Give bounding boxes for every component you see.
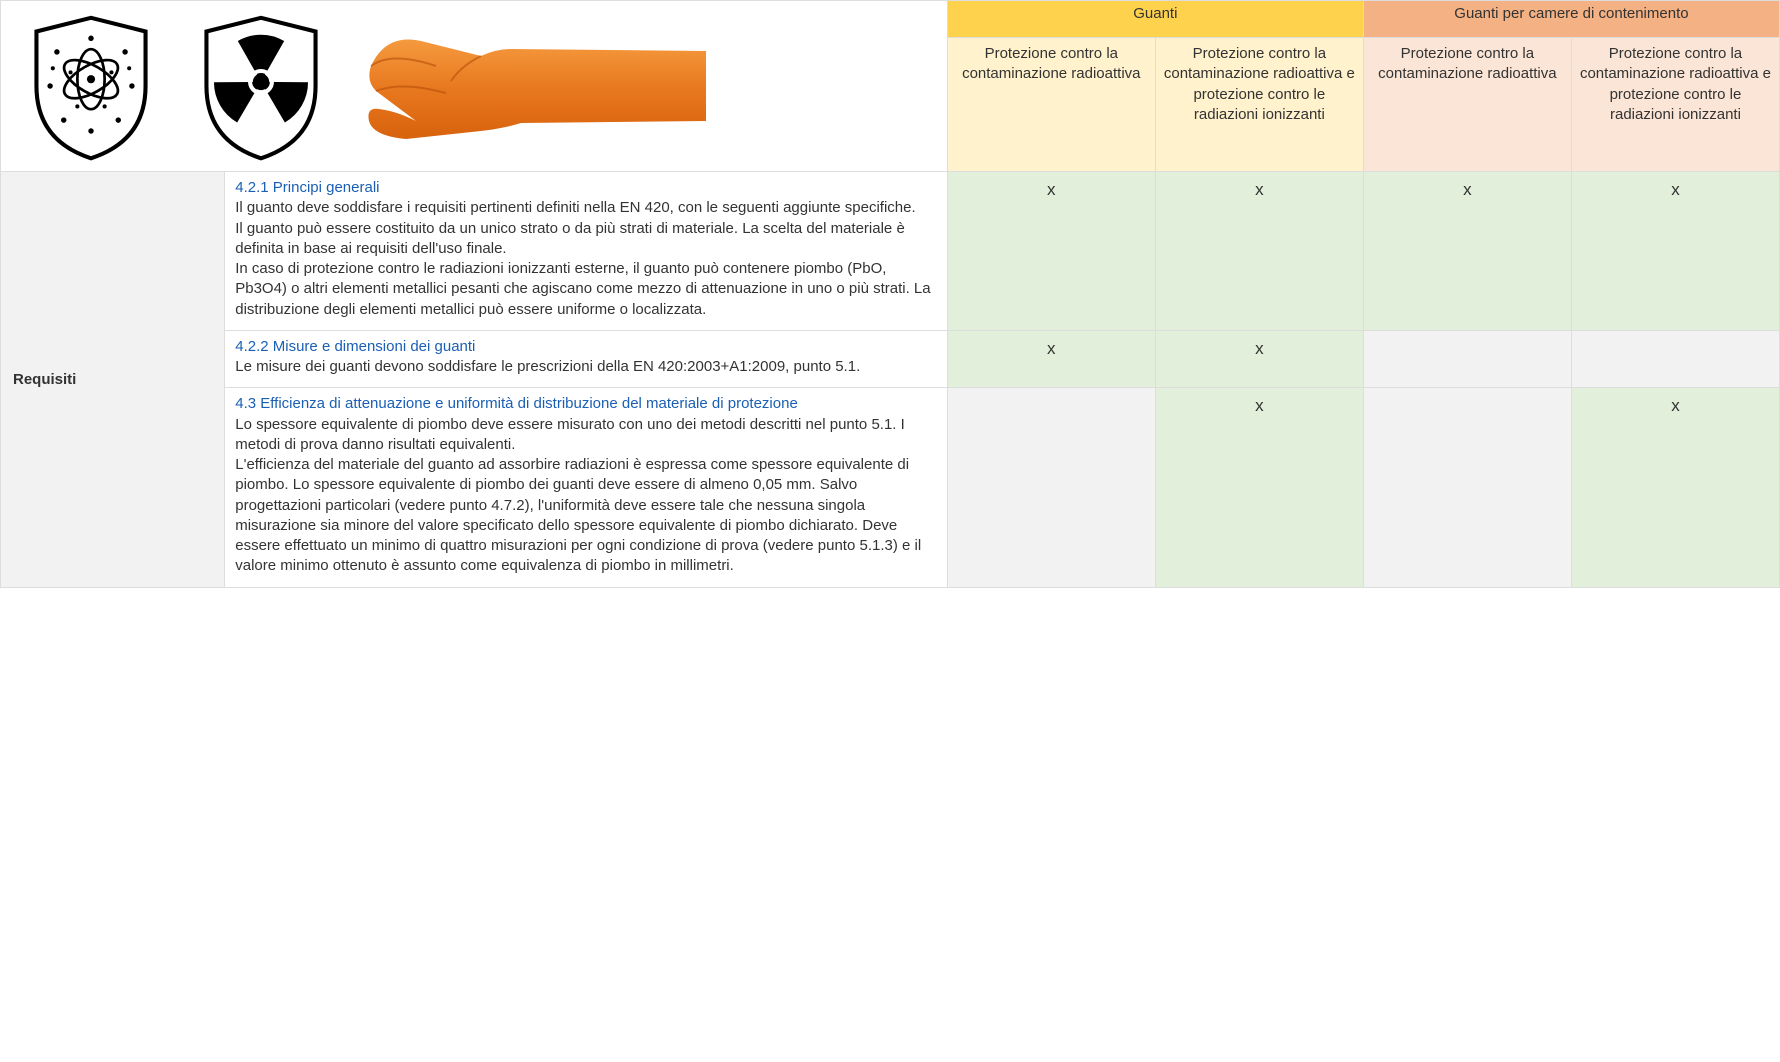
requirement-description: 4.2.1 Principi generaliIl guanto deve so… — [225, 172, 948, 331]
icon-header-cell — [1, 1, 948, 172]
requirement-description: 4.2.2 Misure e dimensioni dei guantiLe m… — [225, 330, 948, 388]
applicability-cell: x — [1571, 172, 1779, 331]
row-group-label: Requisiti — [1, 172, 225, 588]
applicability-cell — [1363, 388, 1571, 587]
particle-shield-icon — [21, 11, 161, 161]
applicability-cell: x — [1571, 388, 1779, 587]
radiation-shield-icon — [191, 11, 331, 161]
applicability-cell: x — [1155, 172, 1363, 331]
applicability-cell: x — [1155, 388, 1363, 587]
header-sub-2b: Protezione contro la contaminazione radi… — [1571, 38, 1779, 172]
header-sub-2a: Protezione contro la contaminazione radi… — [1363, 38, 1571, 172]
header-sub-1a: Protezione contro la contaminazione radi… — [947, 38, 1155, 172]
section-title: 4.2.1 Principi generali — [235, 179, 379, 196]
requirement-description: 4.3 Efficienza di attenuazione e uniform… — [225, 388, 948, 587]
applicability-cell — [1363, 330, 1571, 388]
applicability-cell: x — [1363, 172, 1571, 331]
section-title: 4.2.2 Misure e dimensioni dei guanti — [235, 338, 475, 355]
applicability-cell: x — [1155, 330, 1363, 388]
applicability-cell: x — [947, 330, 1155, 388]
applicability-cell — [1571, 330, 1779, 388]
applicability-cell: x — [947, 172, 1155, 331]
header-group-guanti: Guanti — [947, 1, 1363, 38]
header-sub-1b: Protezione contro la contaminazione radi… — [1155, 38, 1363, 172]
applicability-cell — [947, 388, 1155, 587]
header-group-camere: Guanti per camere di contenimento — [1363, 1, 1779, 38]
section-title: 4.3 Efficienza di attenuazione e uniform… — [235, 395, 798, 412]
glove-icon — [361, 11, 711, 161]
requirements-table: Guanti Guanti per camere di contenimento… — [0, 0, 1780, 588]
